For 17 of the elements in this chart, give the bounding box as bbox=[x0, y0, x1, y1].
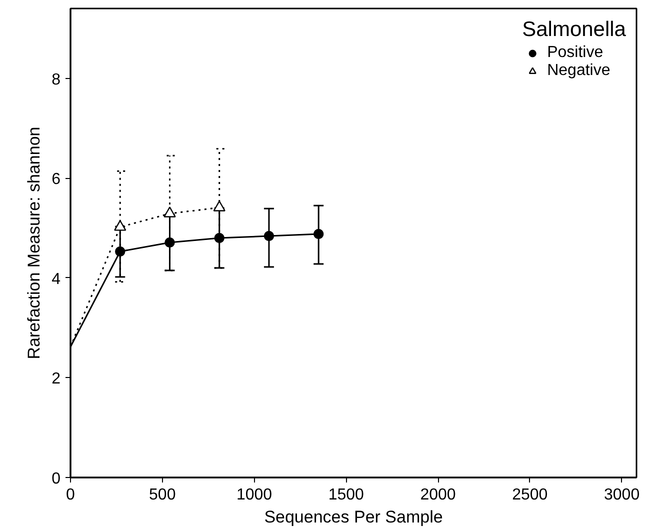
y-tick-label: 0 bbox=[52, 470, 61, 488]
y-tick-label: 6 bbox=[52, 171, 61, 188]
y-axis-title: Rarefaction Measure: shannon bbox=[24, 126, 44, 360]
legend-label: Positive bbox=[547, 44, 604, 62]
x-tick-label: 1000 bbox=[236, 486, 272, 504]
y-tick-label: 4 bbox=[52, 270, 61, 288]
x-axis-title: Sequences Per Sample bbox=[264, 508, 443, 526]
x-tick-label: 500 bbox=[149, 486, 176, 504]
x-tick-label: 2500 bbox=[512, 486, 548, 504]
y-tick-label: 2 bbox=[52, 370, 61, 388]
legend-title: Salmonella bbox=[522, 18, 626, 42]
x-tick-label: 0 bbox=[66, 486, 76, 504]
legend-label: Negative bbox=[547, 62, 610, 80]
x-tick-label: 2000 bbox=[420, 486, 456, 504]
x-tick-label: 3000 bbox=[604, 486, 640, 504]
x-tick-label: 1500 bbox=[328, 486, 364, 504]
y-tick-label: 8 bbox=[52, 71, 61, 88]
